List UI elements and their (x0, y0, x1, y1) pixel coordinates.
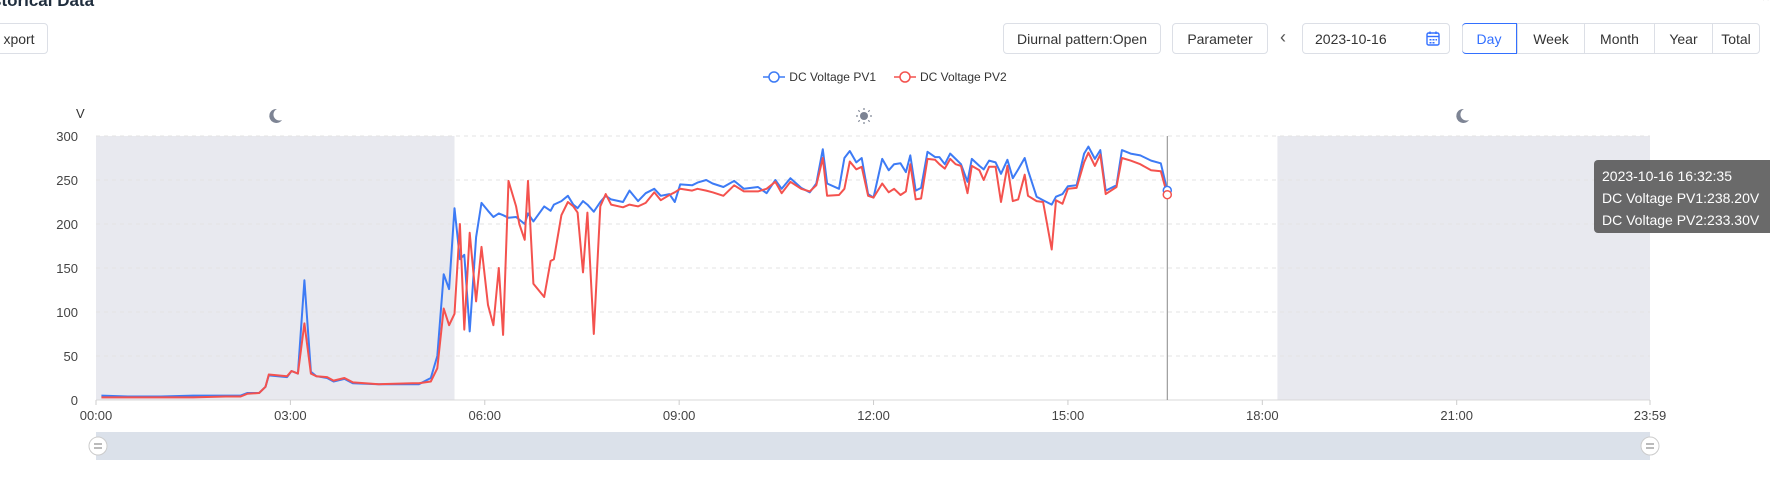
zoom-slider-handle-right[interactable] (1640, 436, 1660, 456)
legend-line-circle-icon (894, 71, 916, 83)
cursor-point-pv2 (1162, 189, 1173, 200)
tab-total[interactable]: Total (1712, 24, 1759, 53)
tooltip-time: 2023-10-16 16:32:35 (1602, 168, 1732, 184)
x-tick-label: 23:59 (1634, 408, 1667, 423)
x-tick-label: 09:00 (663, 408, 696, 423)
legend-item-pv1[interactable]: DC Voltage PV1 (763, 70, 876, 84)
date-value: 2023-10-16 (1315, 30, 1387, 47)
zoom-slider-track[interactable] (96, 432, 1650, 460)
y-tick-label: 200 (56, 217, 78, 232)
legend-item-pv2[interactable]: DC Voltage PV2 (894, 70, 1007, 84)
x-tick-label: 12:00 (857, 408, 890, 423)
chevron-left-icon[interactable]: ‹ (1280, 27, 1286, 47)
moon-icon (1456, 108, 1469, 123)
tab-day[interactable]: Day (1462, 23, 1517, 54)
series-line-pv2 (101, 151, 1169, 399)
close-icon[interactable]: ⌃ (1760, 0, 1770, 10)
y-axis-unit: V (76, 106, 85, 121)
chart-tooltip: 2023-10-16 16:32:35 DC Voltage PV1:238.2… (1594, 160, 1770, 233)
parameter-button[interactable]: Parameter (1172, 23, 1268, 54)
zoom-slider-handle-left[interactable] (88, 436, 108, 456)
export-button[interactable]: xport (0, 23, 48, 54)
x-tick-label: 18:00 (1246, 408, 1279, 423)
y-tick-label: 150 (56, 261, 78, 276)
sun-icon (856, 108, 872, 124)
tooltip-pv2: DC Voltage PV2:233.30V (1602, 212, 1760, 228)
x-tick-label: 06:00 (468, 408, 501, 423)
tab-month[interactable]: Month (1584, 24, 1654, 53)
date-input[interactable]: 2023-10-16 (1302, 23, 1450, 54)
y-tick-label: 100 (56, 305, 78, 320)
period-selector: Day Week Month Year Total (1462, 23, 1760, 54)
y-tick-label: 300 (56, 129, 78, 144)
legend-label: DC Voltage PV1 (789, 70, 876, 84)
moon-icon (269, 108, 282, 123)
chart-legend: DC Voltage PV1 DC Voltage PV2 (0, 70, 1770, 84)
x-tick-label: 03:00 (274, 408, 307, 423)
x-tick-label: 21:00 (1440, 408, 1473, 423)
legend-label: DC Voltage PV2 (920, 70, 1007, 84)
y-tick-label: 0 (71, 393, 78, 408)
y-tick-label: 50 (64, 349, 78, 364)
tooltip-pv1: DC Voltage PV1:238.20V (1602, 190, 1760, 206)
x-tick-label: 00:00 (80, 408, 113, 423)
page-title: storical Data (0, 0, 95, 10)
diurnal-pattern-button[interactable]: Diurnal pattern:Open (1003, 23, 1161, 54)
x-tick-label: 15:00 (1052, 408, 1085, 423)
calendar-icon[interactable] (1426, 31, 1440, 49)
tab-year[interactable]: Year (1654, 24, 1712, 53)
legend-line-circle-icon (763, 71, 786, 83)
tab-week[interactable]: Week (1517, 24, 1584, 53)
y-tick-label: 250 (56, 173, 78, 188)
